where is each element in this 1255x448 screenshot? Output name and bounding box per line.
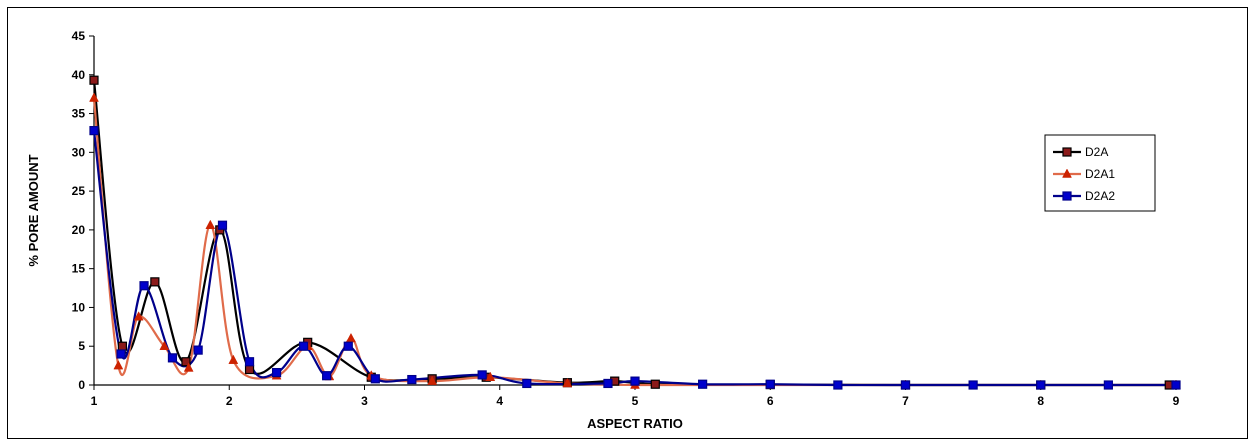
data-point-d2a2 <box>139 281 149 291</box>
legend-swatch-marker <box>1062 168 1072 178</box>
y-tick-label: 0 <box>78 378 85 392</box>
data-point-d2a1 <box>133 311 144 321</box>
legend-label-d2a1: D2A1 <box>1085 167 1115 181</box>
data-point-d2a2 <box>630 376 640 386</box>
data-point-d2a1 <box>205 219 216 229</box>
x-tick-label: 9 <box>1173 394 1180 408</box>
data-point-d2a1 <box>346 332 356 343</box>
data-point-d2a2 <box>89 126 99 136</box>
data-point-d2a2 <box>968 380 978 390</box>
data-point-d2a <box>650 379 660 389</box>
data-point-d2a1 <box>485 371 496 381</box>
series-line-d2a2 <box>92 130 1176 387</box>
data-point-d2a2 <box>370 374 380 384</box>
data-point-d2a2 <box>522 378 532 389</box>
data-point-d2a1 <box>562 377 573 388</box>
legend: D2A D2A1 D2A2 <box>1044 134 1156 212</box>
data-point-d2a1 <box>159 340 170 350</box>
data-point-d2a2 <box>1036 380 1046 390</box>
data-point-d2a2 <box>322 371 332 381</box>
legend-swatch-marker <box>1062 147 1072 157</box>
data-point-d2a2 <box>833 380 843 390</box>
series-line-d2a1 <box>92 97 1176 387</box>
chart-frame: 0 5 10 15 20 25 30 35 40 45 1 2 3 4 5 6 7 8 9 ASPECT RATIO… <box>7 7 1248 439</box>
data-point-d2a1 <box>183 362 194 372</box>
data-point-d2a2 <box>116 349 126 359</box>
data-point-d2a1 <box>113 360 124 370</box>
y-tick-label: 5 <box>78 339 85 353</box>
x-tick-label: 1 <box>91 394 98 408</box>
y-tick-label: 10 <box>72 300 86 314</box>
data-point-d2a <box>89 75 99 85</box>
y-tick-label: 35 <box>72 107 86 121</box>
data-point-d2a <box>117 341 128 351</box>
y-tick-label: 20 <box>72 223 86 237</box>
data-point-d2a2 <box>343 341 353 351</box>
data-point-d2a2 <box>900 380 911 390</box>
data-point-d2a2 <box>167 353 178 363</box>
x-tick-label: 2 <box>226 394 233 408</box>
y-axis-title: % PORE AMOUNT <box>26 154 41 266</box>
x-tick-label: 8 <box>1037 394 1044 408</box>
legend-swatch-marker <box>1062 191 1072 201</box>
y-tick-label: 25 <box>72 184 86 198</box>
x-tick-label: 3 <box>361 394 368 408</box>
data-point-d2a1 <box>89 92 99 102</box>
data-point-d2a <box>244 364 255 375</box>
data-point-d2a <box>150 277 160 287</box>
data-point-d2a2 <box>299 341 309 351</box>
data-point-d2a2 <box>407 374 417 385</box>
data-point-d2a2 <box>603 378 613 389</box>
data-point-d2a2 <box>698 379 708 389</box>
series-lines <box>92 80 1176 387</box>
data-point-d2a2 <box>271 367 282 378</box>
data-point-d2a <box>181 357 191 367</box>
y-tick-label: 45 <box>72 29 86 43</box>
data-point-d2a2 <box>217 220 228 230</box>
x-tick-label: 6 <box>767 394 774 408</box>
data-point-d2a2 <box>193 345 203 355</box>
y-tick-label: 40 <box>72 68 86 82</box>
data-point-d2a2 <box>1171 380 1181 390</box>
data-point-d2a2 <box>477 370 487 380</box>
x-tick-label: 7 <box>902 394 909 408</box>
data-point-d2a2 <box>1103 380 1113 390</box>
legend-label-d2a2: D2A2 <box>1085 189 1115 203</box>
x-tick-label: 4 <box>496 394 503 408</box>
data-point-d2a2 <box>765 379 775 389</box>
y-tick-label: 30 <box>72 145 86 159</box>
series-line-d2a <box>92 80 1170 387</box>
y-tick-label: 15 <box>72 262 86 276</box>
x-tick-label: 5 <box>632 394 639 408</box>
series-markers <box>89 75 1181 390</box>
data-point-d2a1 <box>228 354 239 364</box>
data-point-d2a2 <box>244 357 255 367</box>
x-axis-title: ASPECT RATIO <box>587 416 683 431</box>
data-point-d2a1 <box>427 375 438 385</box>
legend-label-d2a: D2A <box>1085 145 1108 159</box>
